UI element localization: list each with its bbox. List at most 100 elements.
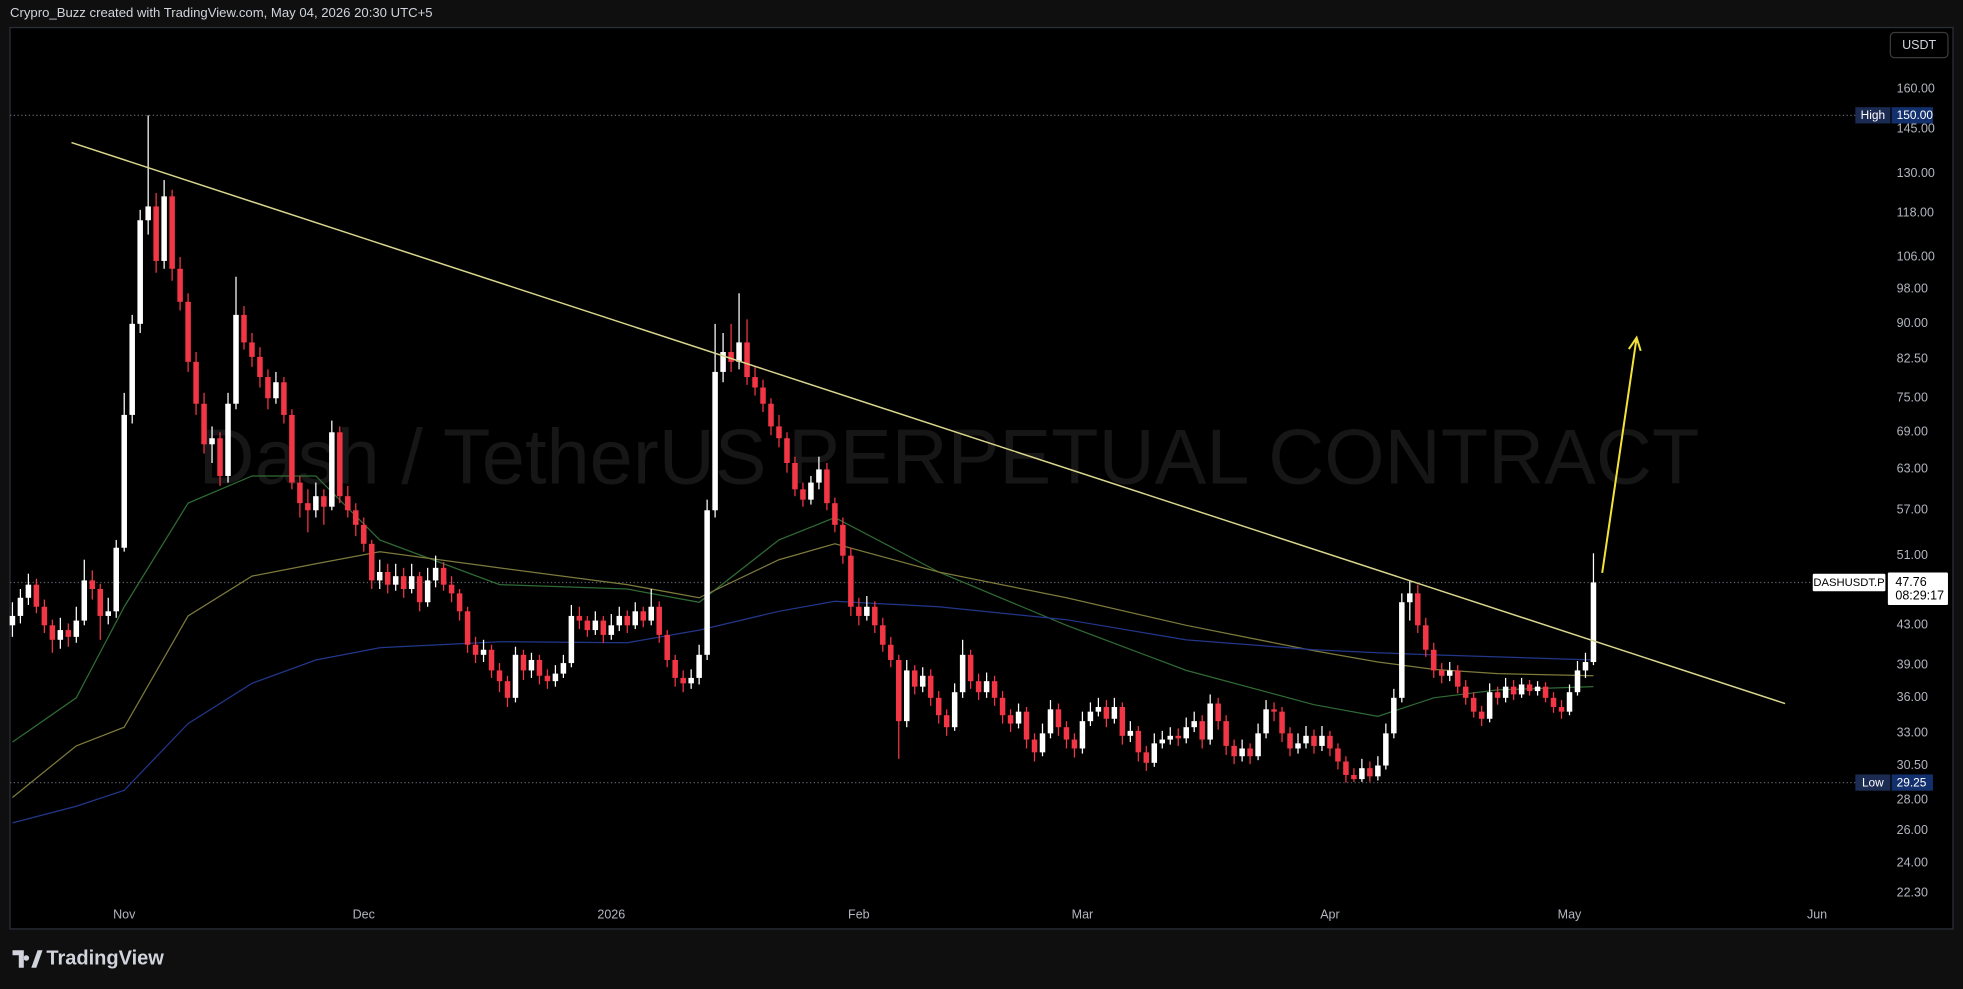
candle-body <box>975 681 982 693</box>
candle-body <box>744 342 750 378</box>
candle-body <box>1271 709 1277 712</box>
candle-body <box>201 403 207 445</box>
candle-body <box>1127 730 1134 736</box>
candle-body <box>1199 721 1205 740</box>
candle-body <box>1415 593 1421 626</box>
candle-body <box>225 403 231 476</box>
y-tick-label: 28.00 <box>1897 793 1928 807</box>
candle-body <box>927 675 934 698</box>
candle-body <box>576 615 583 621</box>
candle-body <box>1367 768 1373 777</box>
candle-body <box>712 371 718 511</box>
candle-body <box>464 611 471 645</box>
candle-body <box>257 356 263 378</box>
candle-body <box>1095 706 1102 712</box>
candle-body <box>361 524 367 544</box>
candle-body <box>57 630 64 640</box>
candle-body <box>552 673 559 682</box>
y-tick-label: 98.00 <box>1897 281 1928 295</box>
candle-body <box>1486 692 1493 719</box>
candle-body <box>1407 593 1413 603</box>
y-tick-label: 30.50 <box>1897 758 1928 772</box>
candle-body <box>1502 686 1509 698</box>
candle-body <box>1055 709 1062 728</box>
candle-body <box>1111 706 1118 719</box>
currency-box[interactable] <box>1889 31 1949 59</box>
y-tick-label: 106.00 <box>1897 249 1935 263</box>
candle-body <box>432 567 439 581</box>
candle-body <box>999 697 1006 716</box>
candle-body <box>1494 692 1501 698</box>
y-tick-label: 63.00 <box>1897 462 1928 476</box>
candle-body <box>536 659 543 676</box>
candle-body <box>768 403 774 427</box>
candle-body <box>105 611 111 616</box>
candle-body <box>1007 715 1014 724</box>
candle-body <box>616 615 623 626</box>
candle-body <box>1351 774 1357 780</box>
candle-body <box>1159 739 1166 744</box>
candle-body <box>113 547 119 612</box>
watermark: Dash / TetherUS PERPETUAL CONTRACT <box>199 415 1700 501</box>
candle-body <box>1215 703 1221 722</box>
candle-body <box>400 576 407 590</box>
candle-body <box>1319 735 1325 746</box>
symbol-label: DASHUSDT.P <box>1813 577 1884 589</box>
candle-body <box>345 496 351 511</box>
candle-body <box>297 482 303 504</box>
candle-body <box>1526 684 1533 692</box>
candle-body <box>193 361 199 404</box>
candle-body <box>1391 697 1397 734</box>
y-tick-label: 26.00 <box>1897 823 1928 837</box>
y-tick-label: 51.00 <box>1897 548 1928 562</box>
candle-body <box>1335 748 1341 762</box>
candle-body <box>528 659 535 671</box>
candle-body <box>935 697 942 716</box>
candle-body <box>1542 686 1549 698</box>
candle-body <box>800 489 806 500</box>
candle-body <box>1550 697 1557 707</box>
candle-body <box>1462 686 1469 698</box>
arrow <box>1601 337 1638 574</box>
price-tag-value: 150.00 <box>1897 108 1934 122</box>
candle-body <box>49 625 56 640</box>
candle-body <box>664 634 670 660</box>
candle-body <box>640 611 646 621</box>
moving-average <box>12 475 1594 743</box>
candle-body <box>911 670 918 687</box>
candle-body <box>752 377 758 388</box>
candle-body <box>736 342 742 362</box>
candle-body <box>544 675 551 682</box>
currency[interactable]: USDT <box>1902 38 1936 52</box>
candle-body <box>1327 735 1333 749</box>
price-tag-name: High <box>1861 108 1885 122</box>
candle-body <box>1087 711 1094 722</box>
candle-body <box>696 654 702 678</box>
candle-body <box>416 576 423 603</box>
logo-icon <box>12 950 43 968</box>
candle-body <box>313 496 319 511</box>
candle-body <box>1399 602 1405 698</box>
candle-body <box>1231 745 1237 757</box>
candle-body <box>1303 735 1309 744</box>
candle-body <box>440 567 447 585</box>
candle-body <box>504 681 511 698</box>
candle-body <box>169 196 175 269</box>
candle-body <box>1207 703 1213 740</box>
y-tick-label: 130.00 <box>1897 166 1935 180</box>
candle-body <box>872 606 878 626</box>
candle-body <box>1023 711 1030 740</box>
candle-body <box>129 323 135 415</box>
candle-body <box>680 677 686 684</box>
candle-body <box>1015 711 1022 724</box>
candle-body <box>864 606 870 616</box>
x-tick-label: Mar <box>1072 907 1094 921</box>
candle-body <box>496 670 503 682</box>
x-tick-label: Apr <box>1320 907 1339 921</box>
candle-body <box>265 377 271 399</box>
tradingview-logo: TradingView <box>12 947 164 969</box>
candles <box>9 115 1597 783</box>
candle-body <box>1558 706 1565 712</box>
y-tick-label: 57.00 <box>1897 503 1928 517</box>
